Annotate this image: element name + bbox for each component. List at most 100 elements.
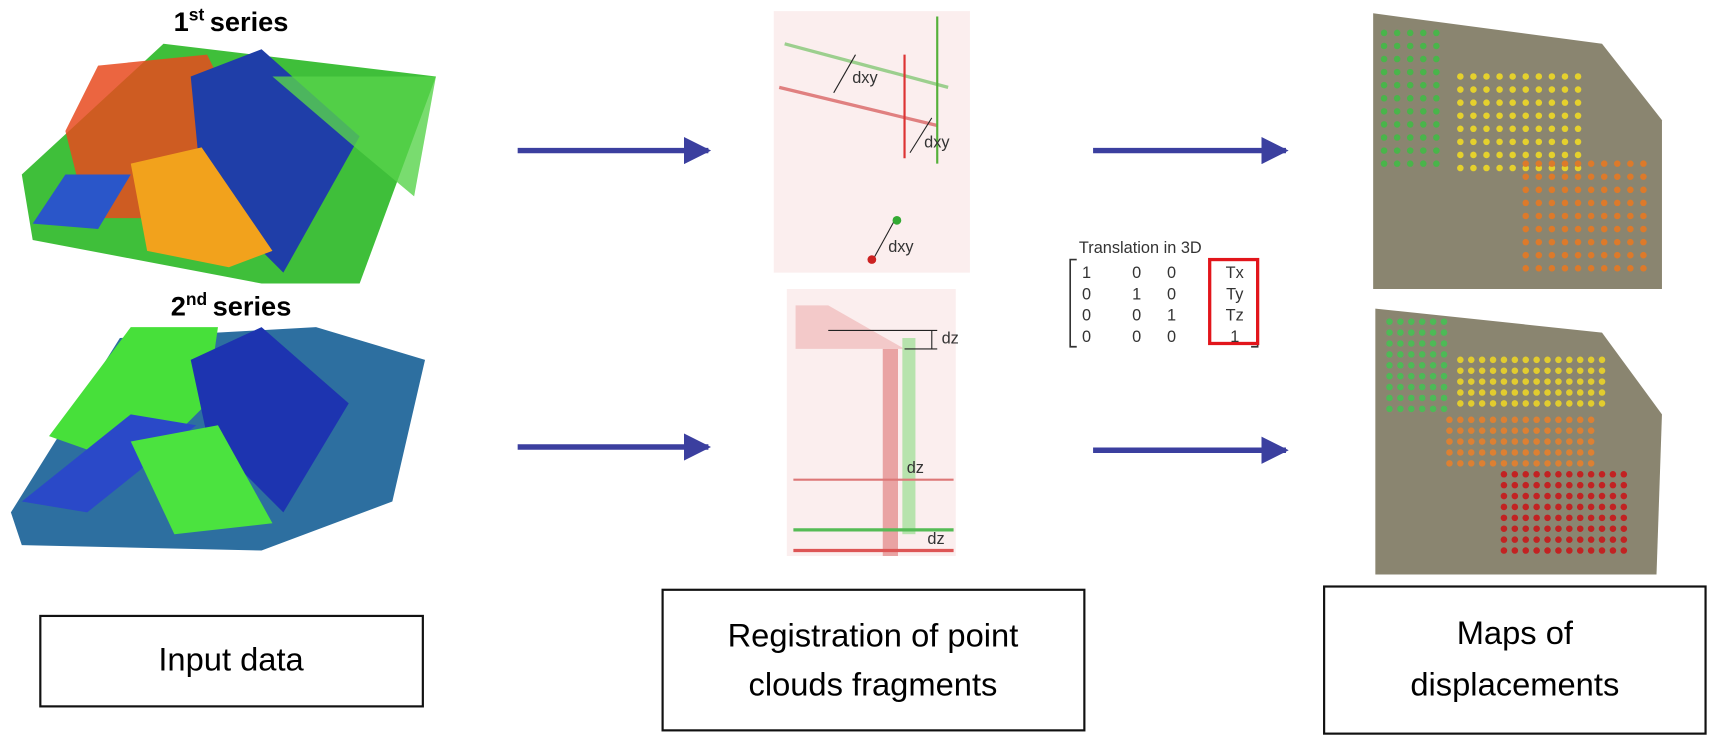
map-dot bbox=[1468, 449, 1475, 456]
map-dot bbox=[1522, 200, 1529, 207]
map-dot bbox=[1419, 395, 1426, 402]
map-dot bbox=[1483, 126, 1490, 133]
map-dot bbox=[1407, 147, 1414, 154]
map-dot bbox=[1536, 173, 1543, 180]
map-dot bbox=[1614, 239, 1621, 246]
map-dot bbox=[1501, 482, 1508, 489]
map-dot bbox=[1562, 139, 1569, 146]
map-dot bbox=[1381, 95, 1388, 102]
map-dot bbox=[1555, 367, 1562, 374]
map-dot bbox=[1549, 73, 1556, 80]
map-dot bbox=[1522, 126, 1529, 133]
point-cloud-1 bbox=[22, 44, 436, 284]
map-dot bbox=[1566, 378, 1573, 385]
map-dot bbox=[1457, 73, 1464, 80]
map-dot bbox=[1490, 460, 1497, 467]
map-dot bbox=[1483, 165, 1490, 172]
map-dot bbox=[1588, 482, 1595, 489]
map-dot bbox=[1627, 160, 1634, 167]
map-dot bbox=[1433, 69, 1440, 76]
map-dot bbox=[1575, 160, 1582, 167]
map-dot bbox=[1522, 160, 1529, 167]
map-dot bbox=[1555, 449, 1562, 456]
map-dot bbox=[1544, 515, 1551, 522]
map-dot bbox=[1588, 547, 1595, 554]
map-dot bbox=[1614, 265, 1621, 272]
map-dot bbox=[1446, 438, 1453, 445]
map-dot bbox=[1588, 213, 1595, 220]
map-dot bbox=[1490, 438, 1497, 445]
map-dot bbox=[1483, 139, 1490, 146]
map-dot bbox=[1407, 82, 1414, 89]
map-dot bbox=[1394, 108, 1401, 115]
map-dot bbox=[1588, 427, 1595, 434]
map-dot bbox=[1420, 134, 1427, 141]
map-dot bbox=[1533, 536, 1540, 543]
map-dot bbox=[1544, 471, 1551, 478]
map-dot bbox=[1575, 99, 1582, 106]
map-dot bbox=[1441, 384, 1448, 391]
matrix-entry: 0 bbox=[1132, 264, 1141, 282]
map-dot bbox=[1512, 416, 1519, 423]
map-dot bbox=[1470, 126, 1477, 133]
map-dot bbox=[1457, 367, 1464, 374]
map-dot bbox=[1562, 99, 1569, 106]
map-dot bbox=[1549, 126, 1556, 133]
map-dot bbox=[1470, 86, 1477, 93]
map-dot bbox=[1441, 329, 1448, 336]
map-dot bbox=[1533, 357, 1540, 364]
map-dot bbox=[1599, 357, 1606, 364]
map-dot bbox=[1483, 86, 1490, 93]
map-dot bbox=[1397, 362, 1404, 369]
map-dot bbox=[1562, 73, 1569, 80]
map-dot bbox=[1386, 329, 1393, 336]
map-dot bbox=[1577, 547, 1584, 554]
map-dot bbox=[1407, 160, 1414, 167]
map-dot bbox=[1522, 139, 1529, 146]
map-dot bbox=[1441, 395, 1448, 402]
map-dot bbox=[1599, 547, 1606, 554]
map-dot bbox=[1588, 173, 1595, 180]
map-dot bbox=[1566, 536, 1573, 543]
map-dot bbox=[1599, 504, 1606, 511]
map-dot bbox=[1575, 173, 1582, 180]
map-dot bbox=[1566, 416, 1573, 423]
map-dot bbox=[1536, 226, 1543, 233]
map-dot bbox=[1549, 252, 1556, 259]
map-dot bbox=[1446, 427, 1453, 434]
map-dot bbox=[1533, 482, 1540, 489]
map-dot bbox=[1555, 482, 1562, 489]
map-dot bbox=[1381, 43, 1388, 50]
map-dot bbox=[1420, 82, 1427, 89]
map-dot bbox=[1479, 400, 1486, 407]
map-dot bbox=[1566, 367, 1573, 374]
map-dot bbox=[1512, 400, 1519, 407]
map-dot bbox=[1544, 536, 1551, 543]
map-dot bbox=[1483, 112, 1490, 119]
map-dot bbox=[1468, 378, 1475, 385]
map-dot bbox=[1441, 373, 1448, 380]
matrix-entry: Ty bbox=[1226, 285, 1244, 303]
map-dot bbox=[1512, 427, 1519, 434]
map-dot bbox=[1470, 152, 1477, 159]
map-dot bbox=[1394, 43, 1401, 50]
matrix-entry: 0 bbox=[1082, 307, 1091, 325]
map-dot bbox=[1496, 139, 1503, 146]
map-dot bbox=[1522, 389, 1529, 396]
map-dot bbox=[1566, 471, 1573, 478]
dxy-label: dxy bbox=[924, 133, 950, 151]
series-text: series bbox=[213, 291, 292, 322]
map-dot bbox=[1512, 525, 1519, 532]
map-dot bbox=[1512, 389, 1519, 396]
dz-label: dz bbox=[942, 329, 959, 347]
map-dot bbox=[1433, 121, 1440, 128]
map-dot bbox=[1522, 265, 1529, 272]
map-dot bbox=[1599, 536, 1606, 543]
map-dot bbox=[1555, 427, 1562, 434]
map-dot bbox=[1621, 515, 1628, 522]
matrix-entry: 0 bbox=[1167, 264, 1176, 282]
map-dot bbox=[1549, 200, 1556, 207]
map-dot bbox=[1588, 252, 1595, 259]
label-box bbox=[1324, 587, 1705, 734]
map-dot bbox=[1522, 99, 1529, 106]
